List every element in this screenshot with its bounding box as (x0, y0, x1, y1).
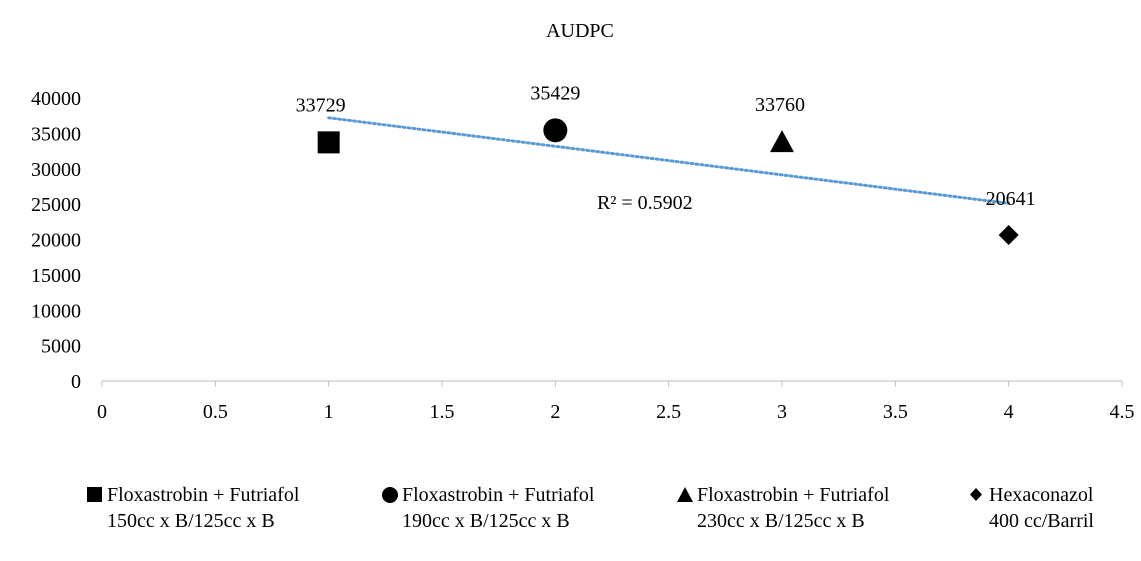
y-tick-label: 10000 (31, 300, 81, 322)
trendline (327, 116, 1011, 205)
trendline-layer: R² = 0.5902 (327, 116, 1011, 214)
x-tick-label: 1 (324, 401, 334, 423)
y-tick-label: 15000 (31, 265, 81, 287)
legend-item-3-line1: Floxastrobin + Futriafol (697, 484, 890, 506)
legend-item-3: Floxastrobin + Futriafol 230cc x B/125cc… (676, 482, 889, 534)
x-tick-label: 4.5 (1110, 401, 1135, 423)
legend-item-4: Hexaconazol 400 cc/Barril (968, 482, 1094, 534)
square-marker-icon (86, 482, 104, 502)
legend-item-4-line1: Hexaconazol (989, 484, 1094, 506)
x-tick-label: 2 (550, 401, 560, 423)
data-point-circle (543, 118, 568, 143)
r-squared-label: R² = 0.5902 (597, 192, 693, 214)
points-layer (317, 118, 1019, 245)
data-label: 33729 (296, 94, 346, 116)
legend-item-1: Floxastrobin + Futriafol 150cc x B/125cc… (86, 482, 299, 534)
data-label: 33760 (755, 94, 805, 116)
data-point-square (317, 131, 340, 154)
data-point-triangle (770, 130, 794, 153)
data-labels-layer: 33729 35429 33760 20641 (296, 82, 1036, 210)
y-tick-label: 35000 (31, 123, 81, 145)
legend-item-3-line2: 230cc x B/125cc x B (697, 510, 865, 532)
legend-item-2-line2: 190cc x B/125cc x B (402, 510, 570, 532)
x-tick-label: 4 (1004, 401, 1014, 423)
x-tick-label: 1.5 (430, 401, 455, 423)
data-label: 20641 (986, 188, 1036, 210)
axes: 0 0.5 1 1.5 2 2.5 3 3.5 4 4.5 0 5000 10000 15000 20000… (31, 88, 1135, 423)
legend-item-1-line1: Floxastrobin + Futriafol (107, 484, 300, 506)
x-tick-label: 2.5 (656, 401, 681, 423)
y-tick-label: 25000 (31, 194, 81, 216)
x-tick-label: 0 (97, 401, 107, 423)
diamond-marker-icon (968, 482, 986, 502)
legend-item-4-line2: 400 cc/Barril (989, 510, 1094, 532)
y-tick-label: 30000 (31, 159, 81, 181)
circle-marker-icon (381, 482, 399, 503)
legend-item-1-line2: 150cc x B/125cc x B (107, 510, 275, 532)
data-label: 35429 (530, 82, 580, 104)
legend-item-2-line1: Floxastrobin + Futriafol (402, 484, 595, 506)
y-tick-label: 0 (71, 371, 81, 393)
legend: Floxastrobin + Futriafol 150cc x B/125cc… (86, 482, 1136, 552)
y-tick-label: 5000 (41, 336, 81, 358)
legend-item-2: Floxastrobin + Futriafol 190cc x B/125cc… (381, 482, 594, 534)
triangle-marker-icon (676, 482, 694, 502)
chart-title: AUDPC (546, 20, 614, 42)
y-tick-label: 40000 (31, 88, 81, 110)
x-tick-label: 3 (777, 401, 787, 423)
y-tick-label: 20000 (31, 230, 81, 252)
data-point-diamond (998, 224, 1019, 245)
x-tick-label: 3.5 (883, 401, 908, 423)
x-tick-label: 0.5 (203, 401, 228, 423)
